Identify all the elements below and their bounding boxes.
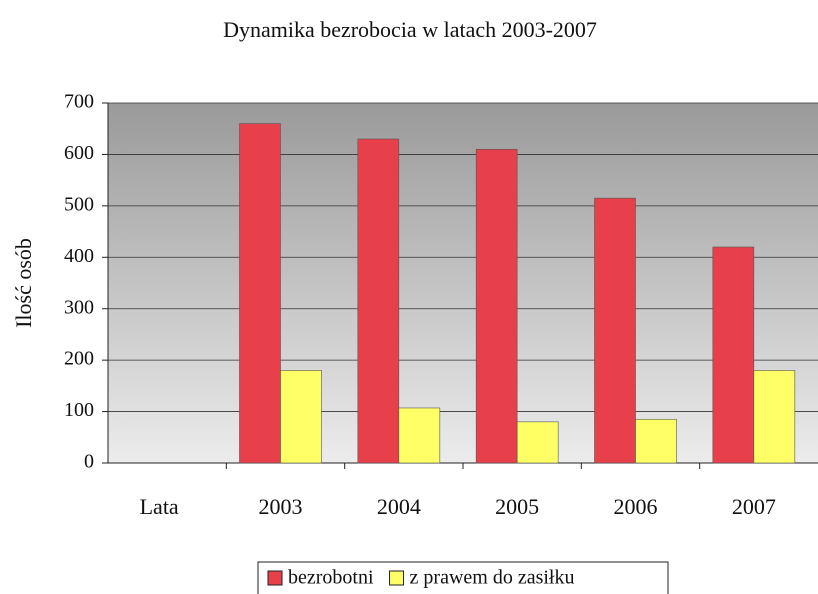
bar	[594, 197, 636, 464]
bar	[357, 138, 400, 464]
legend	[257, 561, 669, 594]
bar	[239, 123, 281, 464]
y-tick-label: 100	[64, 399, 94, 421]
bar	[753, 370, 796, 464]
bar	[712, 246, 755, 464]
bar	[635, 418, 677, 464]
legend-label: bezrobotni	[288, 567, 374, 589]
legend-swatch	[267, 570, 283, 586]
y-tick-label: 600	[64, 142, 94, 164]
y-tick-label: 200	[64, 348, 94, 370]
x-tick-label: 2006	[614, 494, 658, 519]
y-axis-label: Ilość osób	[11, 238, 36, 328]
legend-label: z prawem do zasiłku	[410, 567, 575, 589]
y-tick-label: 400	[64, 245, 94, 267]
y-tick-label: 700	[64, 91, 94, 113]
x-tick-label: 2003	[259, 494, 303, 519]
y-tick-label: 500	[64, 193, 94, 215]
x-tick-label: 2005	[495, 494, 539, 519]
legend-swatch	[389, 570, 405, 586]
y-tick-label: 300	[64, 296, 94, 318]
bar	[398, 407, 441, 464]
bar	[280, 370, 322, 464]
x-tick-label: 2007	[732, 494, 776, 519]
bar	[475, 148, 518, 464]
x-tick-label: Lata	[140, 494, 179, 519]
x-tick-label: 2004	[377, 494, 421, 519]
plot-area	[108, 103, 818, 463]
chart-title: Dynamika bezrobocia w latach 2003-2007	[223, 17, 597, 42]
y-tick-label: 0	[84, 451, 94, 473]
bar	[516, 421, 559, 464]
